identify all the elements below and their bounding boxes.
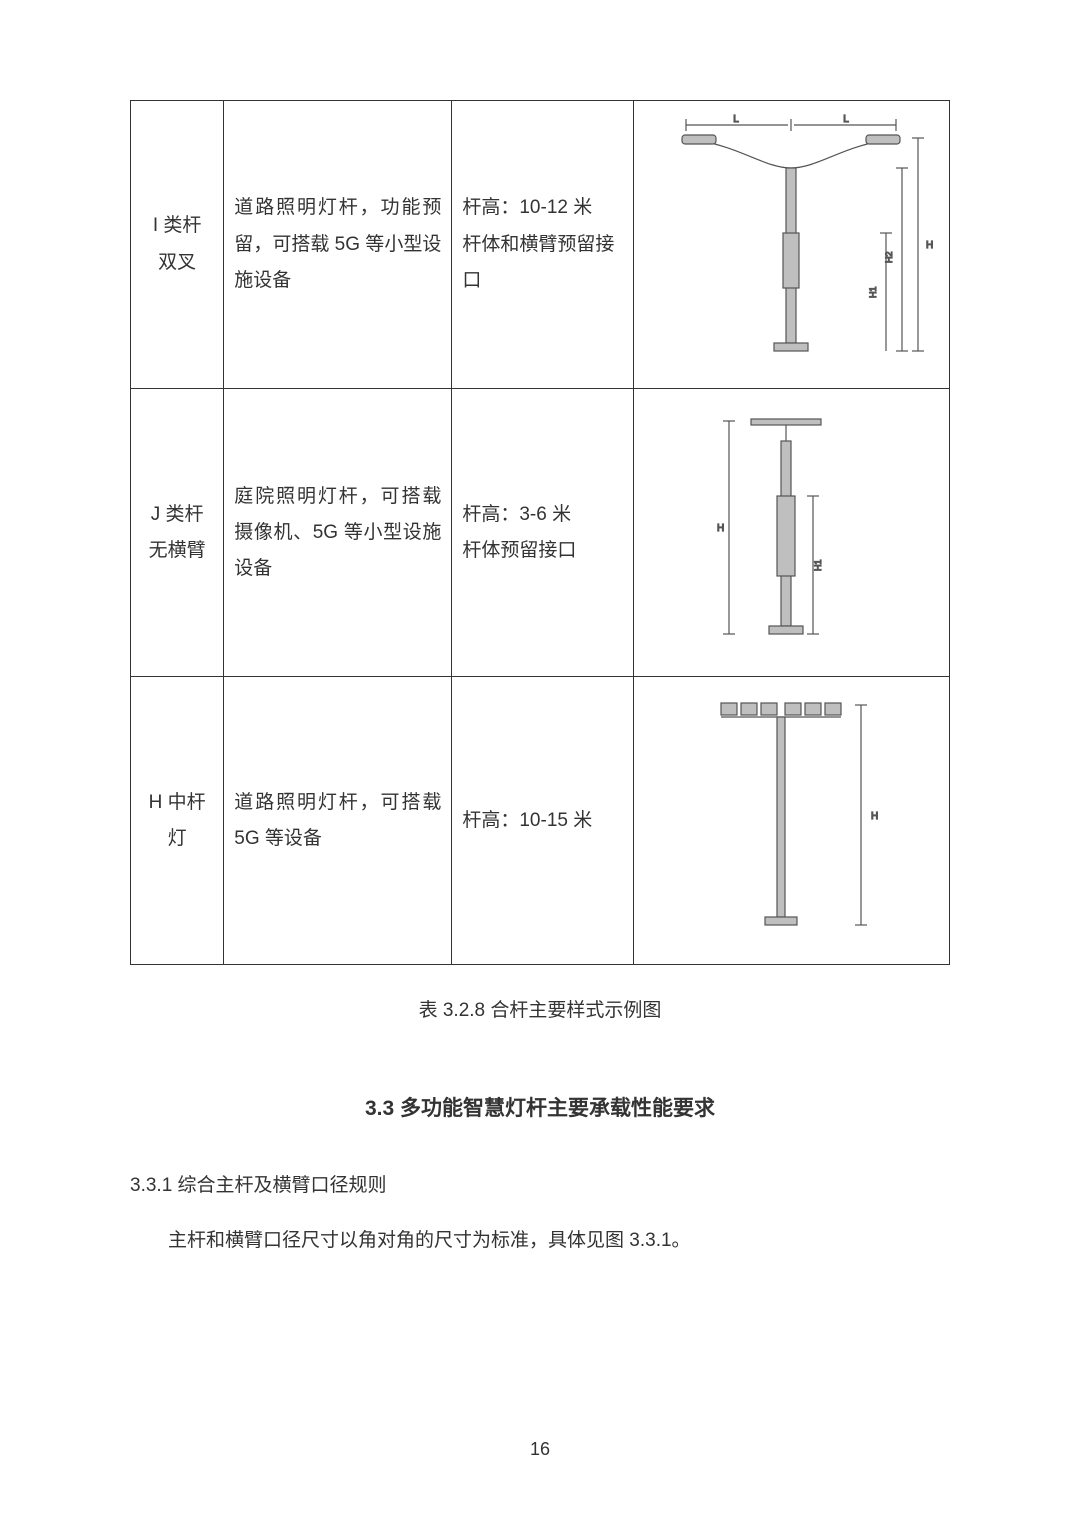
table-row: I 类杆 双叉 道路照明灯杆，功能预留，可搭载 5G 等小型设施设备 杆高：10… <box>131 101 950 389</box>
pole-diagram-h-type-icon: H <box>681 689 901 952</box>
description-text: 庭院照明灯杆，可搭载摄像机、5G 等小型设施设备 <box>234 486 441 579</box>
cell-type: J 类杆 无横臂 <box>131 389 224 677</box>
type-label-line1: H 中杆 <box>149 792 206 813</box>
table-row: J 类杆 无横臂 庭院照明灯杆，可搭载摄像机、5G 等小型设施设备 杆高：3-6… <box>131 389 950 677</box>
pole-spec-table: I 类杆 双叉 道路照明灯杆，功能预留，可搭载 5G 等小型设施设备 杆高：10… <box>130 100 950 965</box>
description-text: 道路照明灯杆，可搭载 5G 等设备 <box>234 792 441 849</box>
cell-description: 道路照明灯杆，功能预留，可搭载 5G 等小型设施设备 <box>224 101 452 389</box>
param-line1: 杆高：10-12 米 <box>462 197 592 218</box>
cell-parameters: 杆高：10-15 米 <box>452 677 633 965</box>
description-text: 道路照明灯杆，功能预留，可搭载 5G 等小型设施设备 <box>234 197 441 290</box>
cell-diagram: L L <box>633 101 949 389</box>
cell-parameters: 杆高：10-12 米 杆体和横臂预留接口 <box>452 101 633 389</box>
cell-description: 道路照明灯杆，可搭载 5G 等设备 <box>224 677 452 965</box>
type-label-line1: J 类杆 <box>151 504 204 525</box>
pole-diagram-i-type-icon: L L <box>646 113 936 376</box>
svg-text:H1: H1 <box>868 286 878 298</box>
param-line1: 杆高：10-15 米 <box>462 810 592 831</box>
type-label-line1: I 类杆 <box>153 215 202 236</box>
cell-diagram: H H1 <box>633 389 949 677</box>
param-line2: 杆体和横臂预留接口 <box>462 234 614 291</box>
page-number: 16 <box>130 1439 950 1460</box>
cell-type: I 类杆 双叉 <box>131 101 224 389</box>
document-page: I 类杆 双叉 道路照明灯杆，功能预留，可搭载 5G 等小型设施设备 杆高：10… <box>0 0 1080 1538</box>
svg-text:H1: H1 <box>813 560 823 572</box>
param-line2: 杆体预留接口 <box>462 540 576 561</box>
section-title: 3.3 多功能智慧灯杆主要承载性能要求 <box>130 1092 950 1122</box>
cell-parameters: 杆高：3-6 米 杆体预留接口 <box>452 389 633 677</box>
cell-description: 庭院照明灯杆，可搭载摄像机、5G 等小型设施设备 <box>224 389 452 677</box>
table-row: H 中杆 灯 道路照明灯杆，可搭载 5G 等设备 杆高：10-15 米 <box>131 677 950 965</box>
svg-text:L: L <box>844 114 850 125</box>
pole-diagram-j-type-icon: H H1 <box>691 401 891 664</box>
table-caption: 表 3.2.8 合杆主要样式示例图 <box>130 995 950 1022</box>
svg-text:H: H <box>926 240 933 251</box>
param-line1: 杆高：3-6 米 <box>462 504 571 525</box>
type-label-line2: 无横臂 <box>149 540 206 561</box>
svg-text:H: H <box>871 811 878 822</box>
body-paragraph: 主杆和横臂口径尺寸以角对角的尺寸为标准，具体见图 3.3.1。 <box>130 1223 950 1259</box>
cell-type: H 中杆 灯 <box>131 677 224 965</box>
type-label-line2: 灯 <box>168 828 187 849</box>
svg-text:L: L <box>734 114 740 125</box>
cell-diagram: H <box>633 677 949 965</box>
svg-text:H: H <box>717 523 724 534</box>
subsection-title: 3.3.1 综合主杆及横臂口径规则 <box>130 1170 950 1197</box>
type-label-line2: 双叉 <box>158 252 196 273</box>
